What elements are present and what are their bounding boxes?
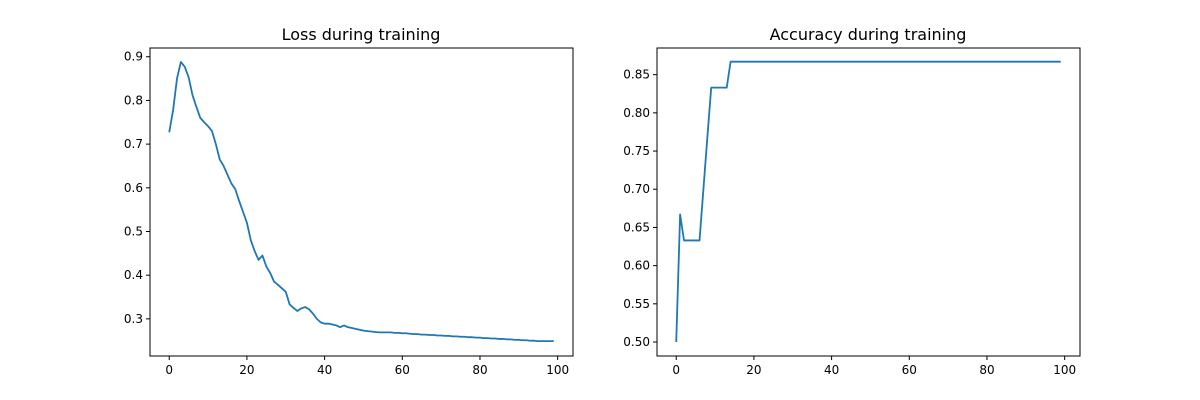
loss-chart-ytick-label: 0.4 (124, 268, 143, 282)
loss-chart-ytick-label: 0.7 (124, 137, 143, 151)
accuracy-chart-xtick-label: 40 (824, 363, 839, 377)
accuracy-chart-title: Accuracy during training (770, 25, 967, 44)
accuracy-chart-xtick-label: 0 (672, 363, 680, 377)
accuracy-chart-ytick-label: 0.85 (623, 68, 650, 82)
accuracy-chart-ytick-label: 0.50 (623, 335, 650, 349)
loss-chart-xtick-label: 100 (546, 363, 569, 377)
accuracy-chart-ytick-label: 0.80 (623, 106, 650, 120)
loss-chart-ytick-label: 0.6 (124, 181, 143, 195)
accuracy-chart-ytick-label: 0.75 (623, 144, 650, 158)
accuracy-chart-ytick-label: 0.70 (623, 182, 650, 196)
loss-chart-ytick-label: 0.9 (124, 50, 143, 64)
accuracy-chart-xtick-label: 20 (746, 363, 761, 377)
loss-chart-xtick-label: 40 (317, 363, 332, 377)
accuracy-chart-xtick-label: 100 (1053, 363, 1076, 377)
loss-chart-ytick-label: 0.8 (124, 93, 143, 107)
loss-chart-ytick-label: 0.3 (124, 312, 143, 326)
loss-chart-xtick-label: 80 (472, 363, 487, 377)
accuracy-chart-xtick-label: 60 (902, 363, 917, 377)
loss-chart-xtick-label: 20 (239, 363, 254, 377)
accuracy-chart-xtick-label: 80 (979, 363, 994, 377)
loss-chart-xtick-label: 0 (165, 363, 173, 377)
accuracy-chart-ytick-label: 0.55 (623, 297, 650, 311)
accuracy-chart-ytick-label: 0.65 (623, 220, 650, 234)
loss-chart-title: Loss during training (282, 25, 441, 44)
loss-chart-xtick-label: 60 (395, 363, 410, 377)
accuracy-chart-ytick-label: 0.60 (623, 259, 650, 273)
loss-chart-ytick-label: 0.5 (124, 224, 143, 238)
